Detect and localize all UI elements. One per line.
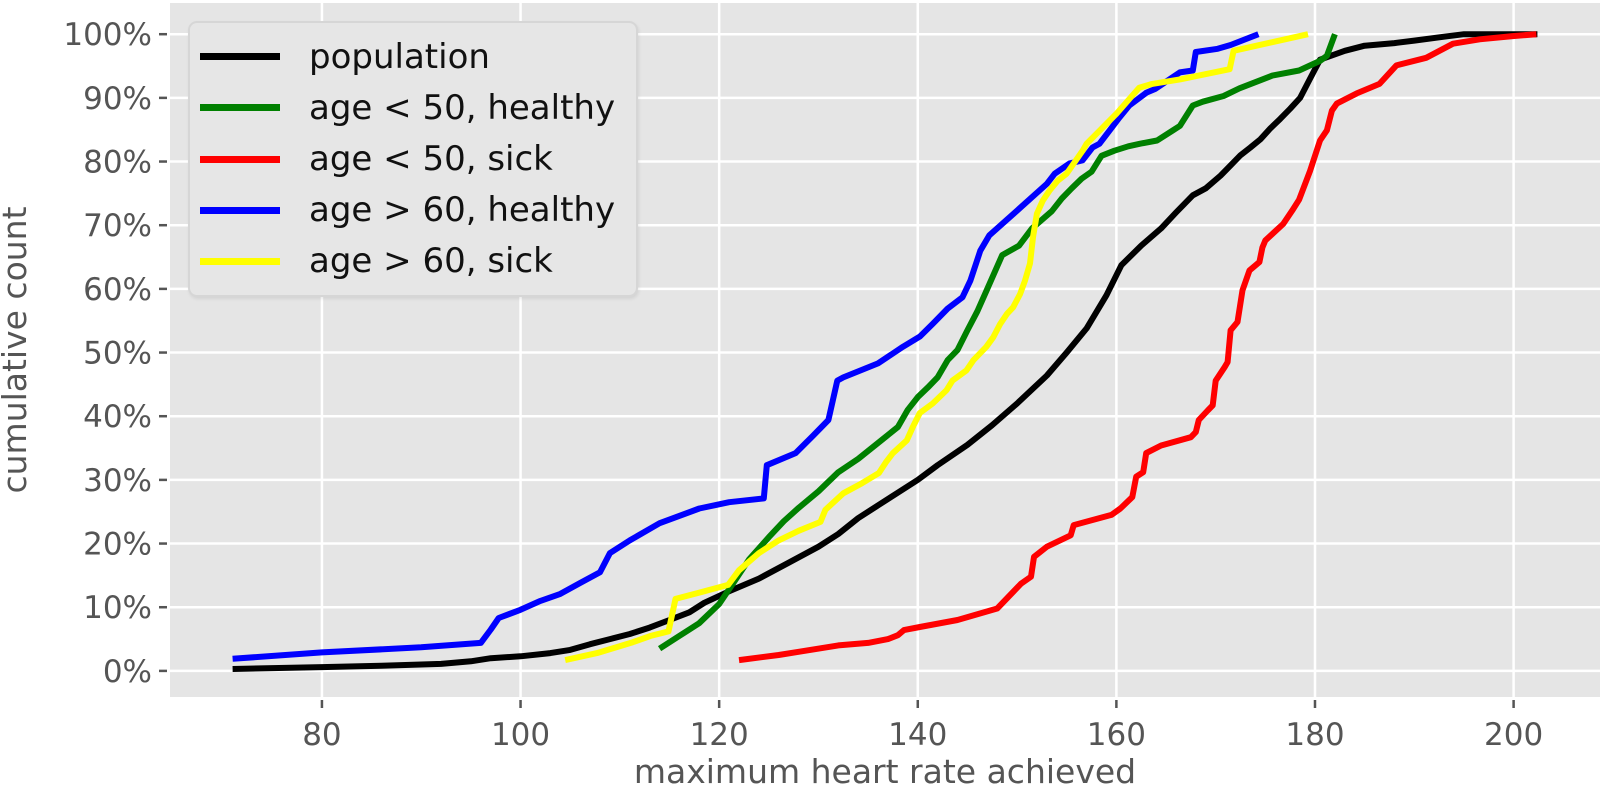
y-tick-label: 50%	[83, 336, 152, 372]
legend-swatch	[200, 104, 280, 112]
legend-item-2: age < 50, sick	[190, 133, 636, 184]
x-tick-label: 100	[491, 717, 550, 753]
y-tick-label: 10%	[83, 590, 152, 626]
series-line-age-50-sick	[738, 31, 1537, 664]
x-tick-label: 140	[888, 717, 947, 753]
x-tick-label: 200	[1484, 717, 1543, 753]
y-tick-label: 70%	[83, 208, 152, 244]
series-line-age-60-healthy	[232, 31, 1260, 662]
x-axis-label: maximum heart rate achieved	[634, 752, 1136, 791]
legend-label: age > 60, sick	[309, 241, 553, 282]
y-tick-label: 40%	[83, 399, 152, 435]
series-lines	[232, 31, 1538, 672]
x-tick-label: 180	[1285, 717, 1344, 753]
legend-item-1: age < 50, healthy	[190, 82, 636, 133]
legend-item-0: population	[190, 31, 636, 82]
legend-swatch	[200, 155, 280, 163]
gridlines	[170, 3, 1600, 697]
y-tick-label: 30%	[83, 463, 152, 499]
y-axis-label: cumulative count	[0, 206, 34, 493]
series-line-age-60-sick	[564, 31, 1309, 664]
legend-label: population	[309, 36, 490, 77]
y-tick-label: 60%	[83, 272, 152, 308]
x-tick-label: 80	[302, 717, 341, 753]
legend-swatch	[200, 257, 280, 265]
y-tick-label: 0%	[103, 654, 152, 690]
y-tick-label: 80%	[83, 145, 152, 181]
legend-item-4: age > 60, sick	[190, 236, 636, 287]
legend-label: age > 60, healthy	[309, 190, 616, 231]
y-tick-label: 90%	[83, 81, 152, 117]
legend-item-3: age > 60, healthy	[190, 185, 636, 236]
y-tick-label: 20%	[83, 527, 152, 563]
series-line-population	[232, 31, 1538, 672]
legend: population age < 50, healthy age < 50, sic…	[188, 21, 638, 297]
tick-labels: 80 100 120 140 160 180 200 0% 10% 20% 30% 40% 50% 60%…	[63, 17, 1543, 753]
legend-swatch	[200, 53, 280, 61]
legend-label: age < 50, sick	[309, 139, 553, 179]
legend-swatch	[200, 206, 280, 214]
x-tick-label: 120	[690, 717, 749, 753]
legend-label: age < 50, healthy	[309, 87, 616, 128]
x-tick-label: 160	[1087, 717, 1146, 753]
axis-ticks	[159, 32, 1515, 708]
y-tick-label: 100%	[63, 17, 152, 53]
series-line-age-50-healthy	[657, 33, 1338, 652]
